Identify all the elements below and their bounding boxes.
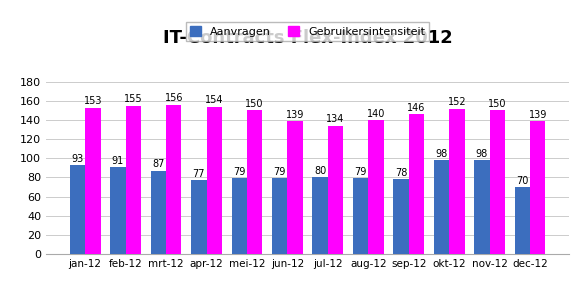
Text: 87: 87 — [152, 159, 164, 169]
Text: 139: 139 — [286, 110, 304, 119]
Text: 80: 80 — [314, 166, 326, 176]
Text: 98: 98 — [435, 149, 447, 159]
Bar — [247, 110, 262, 254]
Text: 150: 150 — [246, 99, 264, 109]
Text: 77: 77 — [193, 169, 205, 179]
Bar — [232, 178, 247, 254]
Text: 146: 146 — [407, 103, 426, 113]
Bar — [85, 108, 101, 254]
Bar — [369, 120, 384, 254]
Text: 154: 154 — [205, 95, 224, 105]
Text: 79: 79 — [274, 167, 286, 177]
Text: 93: 93 — [71, 154, 83, 164]
Text: 91: 91 — [112, 156, 124, 166]
Text: 78: 78 — [395, 168, 407, 178]
Text: 134: 134 — [327, 114, 345, 124]
Text: 140: 140 — [367, 109, 385, 119]
Text: 152: 152 — [447, 97, 466, 107]
Bar — [125, 106, 141, 254]
Bar — [312, 178, 328, 254]
Bar — [353, 178, 369, 254]
Text: 150: 150 — [488, 99, 507, 109]
Text: 79: 79 — [233, 167, 246, 177]
Bar — [206, 107, 222, 254]
Bar — [474, 160, 490, 254]
Bar — [151, 171, 166, 254]
Bar — [191, 180, 206, 254]
Text: 155: 155 — [124, 94, 143, 104]
Text: 79: 79 — [354, 167, 367, 177]
Legend: Aanvragen, Gebruikersintensiteit: Aanvragen, Gebruikersintensiteit — [186, 22, 430, 41]
Bar — [530, 121, 546, 254]
Text: 70: 70 — [516, 175, 528, 186]
Bar — [328, 126, 343, 254]
Bar — [449, 109, 465, 254]
Bar — [110, 167, 125, 254]
Bar — [490, 110, 505, 254]
Bar — [288, 121, 303, 254]
Text: 98: 98 — [476, 149, 488, 159]
Bar — [272, 178, 288, 254]
Text: 139: 139 — [528, 110, 547, 119]
Title: IT-Contracts Flex-Index 2012: IT-Contracts Flex-Index 2012 — [163, 29, 453, 47]
Bar — [434, 160, 449, 254]
Bar — [393, 179, 409, 254]
Text: 153: 153 — [83, 96, 102, 106]
Bar — [166, 105, 182, 254]
Text: 156: 156 — [164, 93, 183, 103]
Bar — [515, 187, 530, 254]
Bar — [409, 114, 424, 254]
Bar — [70, 165, 85, 254]
